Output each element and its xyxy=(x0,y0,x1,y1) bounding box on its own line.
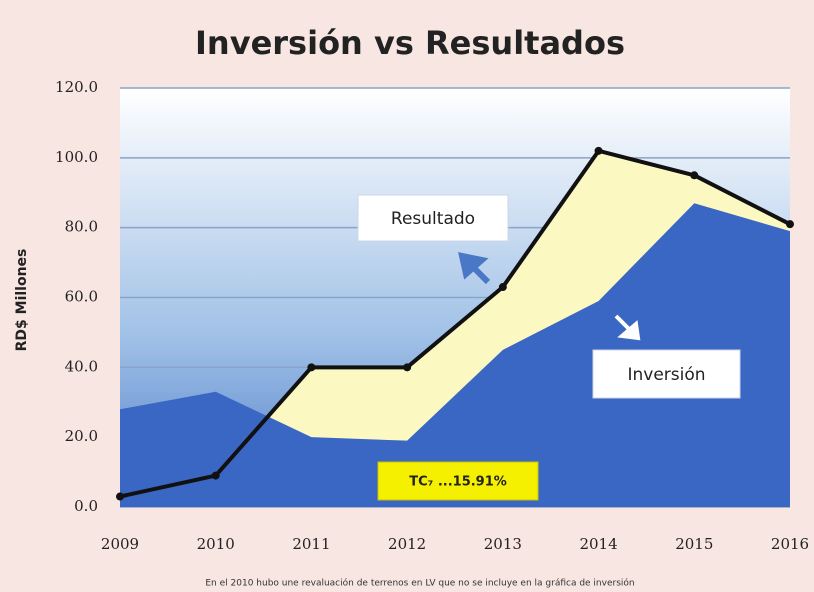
rate-label: TC₇ ...15.91% xyxy=(409,475,507,490)
legend-label-box xyxy=(592,349,741,399)
plot: 0.0 20.0 40.0 60.0 80.0 100.0 120.0 2009 2010 201… xyxy=(55,78,809,589)
y-tick-label: 100.0 xyxy=(55,148,98,166)
y-axis-label: RD$ Millones xyxy=(14,249,30,352)
chart-title: Inversión vs Resultados xyxy=(195,24,625,62)
legend-label: Inversión xyxy=(627,365,705,385)
y-tick-label: 120.0 xyxy=(55,78,98,96)
point xyxy=(116,492,124,501)
x-tick-label: 2016 xyxy=(771,535,809,553)
area xyxy=(120,203,790,507)
legend-label: Resultado xyxy=(391,209,475,229)
arrow xyxy=(458,252,491,285)
footnote: En el 2010 hubo une revaluación de terre… xyxy=(205,578,634,589)
x-tick-label: 2013 xyxy=(484,535,522,553)
point xyxy=(211,471,220,480)
y-tick-label: 20.0 xyxy=(65,427,98,445)
y-tick-label: 40.0 xyxy=(65,357,98,375)
x-tick-label: 2009 xyxy=(101,535,139,553)
x-tick-label: 2012 xyxy=(388,535,426,553)
y-tick-label: 0.0 xyxy=(74,497,98,515)
point xyxy=(403,363,412,372)
x-tick-label: 2014 xyxy=(579,535,617,553)
arrow xyxy=(614,314,641,341)
point xyxy=(690,171,699,180)
line xyxy=(119,148,791,499)
point xyxy=(498,283,507,292)
y-tick-label: 80.0 xyxy=(65,218,98,236)
x-tick-label: 2010 xyxy=(197,535,235,553)
y-tick-label: 60.0 xyxy=(65,288,98,306)
legend-label-box xyxy=(357,194,509,242)
x-tick-label: 2015 xyxy=(675,535,713,553)
x-tick-label: 2011 xyxy=(292,535,330,553)
point xyxy=(307,363,316,372)
point xyxy=(786,220,794,229)
rate-box xyxy=(377,461,539,501)
point xyxy=(594,146,603,155)
